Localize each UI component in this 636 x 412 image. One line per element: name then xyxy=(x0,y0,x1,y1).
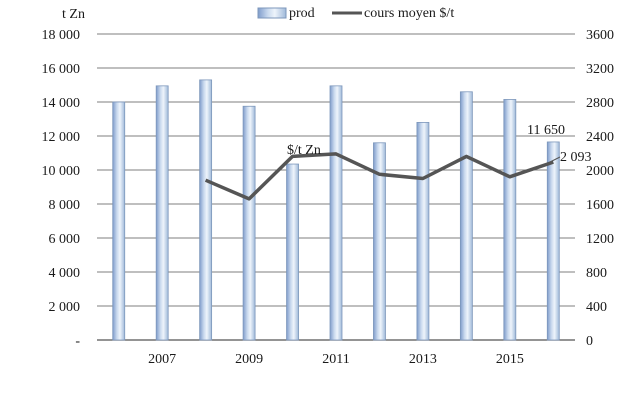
x-axis-tick-label: 2015 xyxy=(496,352,524,367)
right-axis-tick-label: 2800 xyxy=(586,96,614,111)
annotation-last-line-value: 2 093 xyxy=(560,150,592,165)
line-series-cours xyxy=(204,152,554,201)
left-axis-tick-label: 14 000 xyxy=(42,96,81,111)
right-axis-tick-label: 800 xyxy=(586,266,607,281)
right-axis-tick-label: 3600 xyxy=(586,28,614,43)
axis-ticks: - 0 2 000 400 4 000 800 6 000 1200 8 000 1600 10 0… xyxy=(42,28,615,367)
left-axis-tick-label: - xyxy=(75,334,80,349)
bar-prod-2016 xyxy=(546,141,560,341)
x-axis-tick-label: 2011 xyxy=(322,352,349,367)
bar-prod-2012 xyxy=(373,142,386,341)
bar-prod-2014 xyxy=(459,91,473,341)
bar-prod-2007 xyxy=(155,85,169,341)
annotation-last-bar-value: 11 650 xyxy=(527,123,565,138)
right-axis-tick-label: 0 xyxy=(586,334,593,349)
bar-prod-2013 xyxy=(416,122,430,341)
left-axis-tick-label: 4 000 xyxy=(49,266,81,281)
legend-swatch-prod xyxy=(257,7,287,19)
right-axis-tick-label: 2400 xyxy=(586,130,614,145)
bar-prod-2009 xyxy=(242,105,256,341)
right-axis-tick-label: 400 xyxy=(586,300,607,315)
bar-prod-2006 xyxy=(112,101,126,341)
line-cours-moyen xyxy=(204,152,554,201)
legend-label-cours: cours moyen $/t xyxy=(364,6,454,21)
left-axis-tick-label: 16 000 xyxy=(42,62,81,77)
legend: prod cours moyen $/t xyxy=(257,6,454,21)
legend-label-prod: prod xyxy=(289,6,315,21)
right-axis-tick-label: 3200 xyxy=(586,62,614,77)
right-axis-tick-label: 1600 xyxy=(586,198,614,213)
left-axis-unit-label: t Zn xyxy=(62,7,85,22)
bar-series-prod xyxy=(112,79,560,341)
annotation-line-label: $/t Zn xyxy=(287,143,321,158)
x-axis-tick-label: 2009 xyxy=(235,352,263,367)
left-axis-tick-label: 2 000 xyxy=(49,300,81,315)
x-axis-tick-label: 2007 xyxy=(148,352,176,367)
x-axis-tick-label: 2013 xyxy=(409,352,437,367)
annotations: $/t Zn 11 650 2 093 xyxy=(287,123,592,165)
left-axis-tick-label: 6 000 xyxy=(49,232,81,247)
left-axis-tick-label: 10 000 xyxy=(42,164,81,179)
right-axis-tick-label: 1200 xyxy=(586,232,614,247)
bar-prod-2011 xyxy=(329,85,343,341)
left-axis-tick-label: 12 000 xyxy=(42,130,81,145)
bar-prod-2015 xyxy=(503,99,517,341)
left-axis-tick-label: 18 000 xyxy=(42,28,81,43)
left-axis-tick-label: 8 000 xyxy=(49,198,81,213)
annotation-leader-line xyxy=(547,156,561,164)
bar-prod-2010 xyxy=(286,163,299,341)
bar-prod-2008 xyxy=(199,79,213,341)
right-axis-tick-label: 2000 xyxy=(586,164,614,179)
